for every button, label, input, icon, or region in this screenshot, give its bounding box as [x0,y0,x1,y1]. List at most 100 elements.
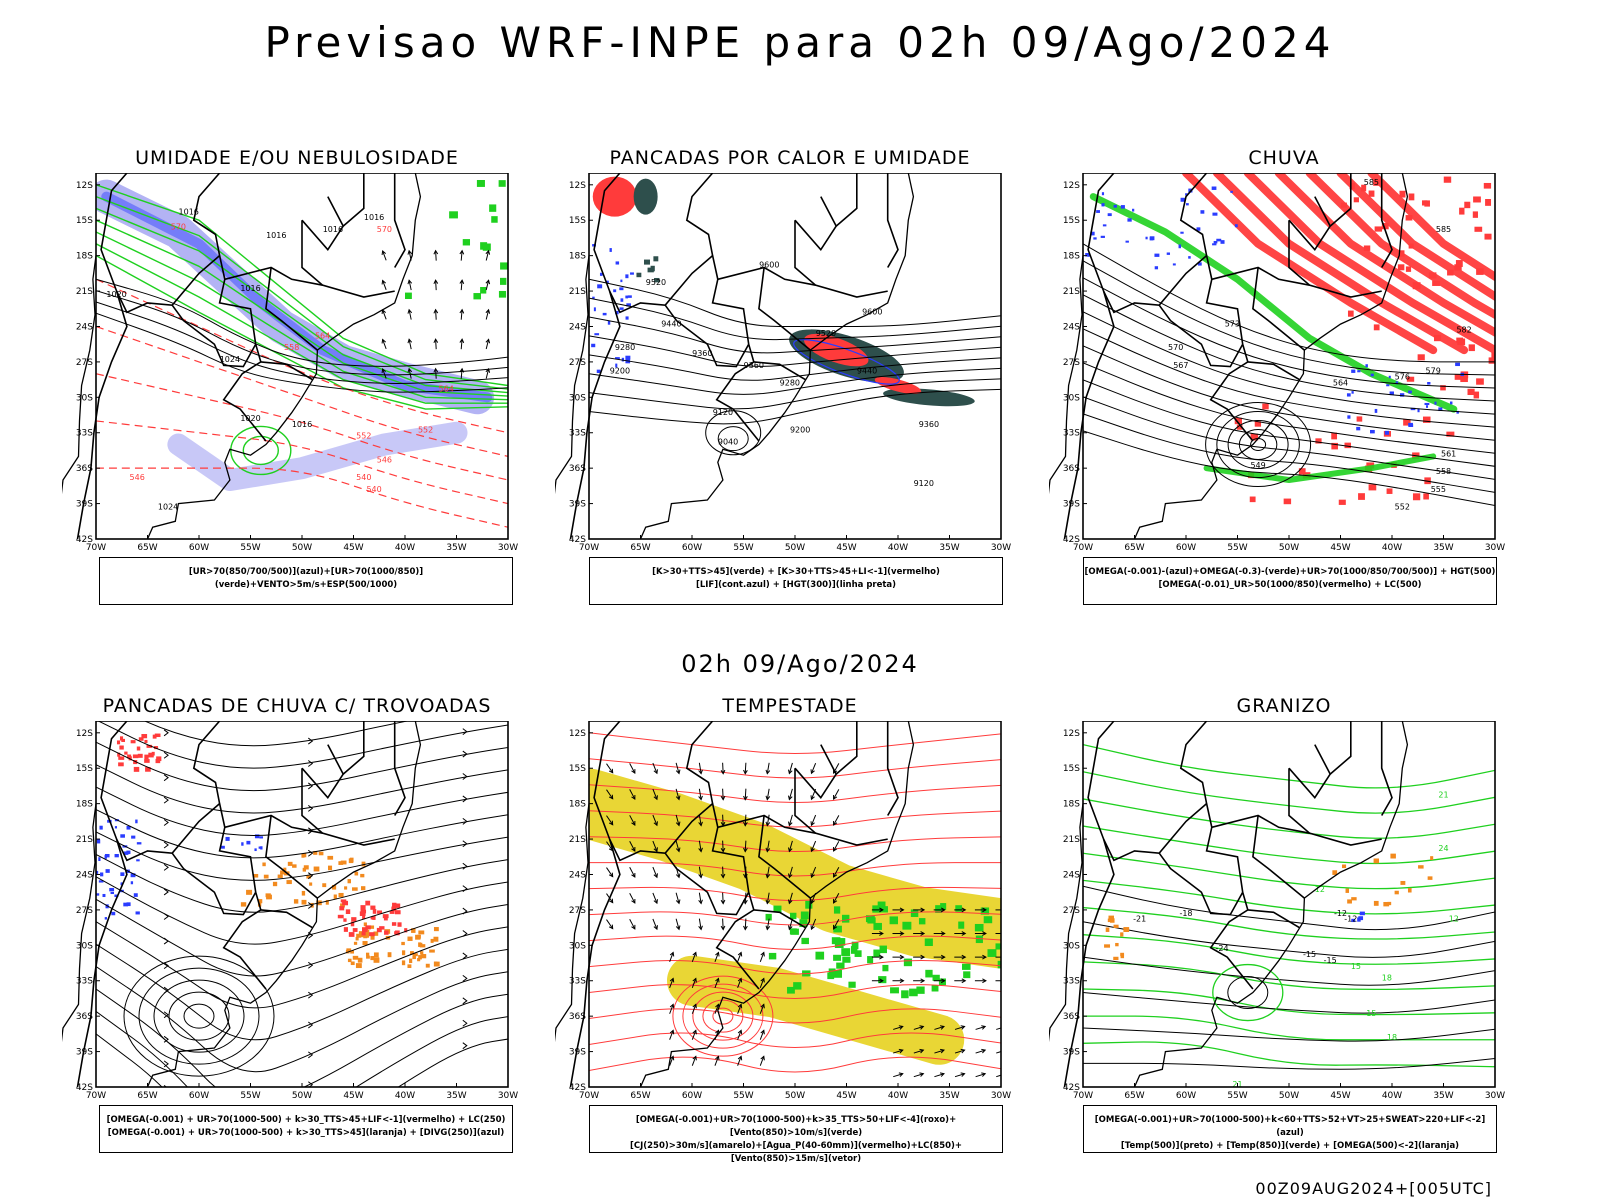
wind-vector [675,918,681,931]
wind850-green [918,918,926,925]
country-border [664,852,750,916]
hgt300-contour [589,367,1001,395]
rain-red [1454,264,1462,271]
divergence-blue [133,893,138,897]
wind850-green [815,951,825,960]
humidity-contour-green [96,195,508,390]
streamline [96,898,508,977]
contour-label: 1020 [106,290,126,299]
thunder-red [133,760,138,765]
streamline-arrow [462,862,468,870]
circulation-ring [183,1003,215,1029]
pacific-coastline [1049,803,1084,1043]
country-border [1209,891,1254,990]
omega-orange [1120,952,1125,957]
rain-red [1406,376,1415,382]
streamline-arrow [163,751,169,759]
thunder-orange [415,934,421,940]
thunder-orange [418,955,422,960]
lat-tick-label: 21S [569,835,586,845]
map-layer [589,732,1001,1078]
wind850-green [983,916,993,924]
wind-vector [892,907,905,913]
wind-vector [996,1027,1001,1030]
thunder-red [389,910,395,914]
lon-tick-label: 35W [446,1091,466,1101]
rain-red [1405,215,1413,221]
wind-vector [714,977,720,988]
rain-red [1421,200,1428,206]
omega-blue [1180,197,1186,202]
rain-red [1368,484,1377,491]
divergence-blue [96,839,101,844]
wind850-green [790,928,799,935]
streamline-arrow [462,773,468,780]
thunder-red [339,906,345,911]
wind-vector [691,1003,697,1014]
streamline [96,853,508,913]
omega-blue [1370,373,1374,377]
thunder-red [376,927,382,933]
lon-tick-label: 40W [1382,1091,1402,1101]
contour-label: 18 [1387,1033,1397,1042]
rain-red [1443,176,1452,183]
thunder-red [144,739,148,744]
wind850-green [833,969,843,978]
omega-blue [1166,252,1171,255]
thunder-orange [353,941,358,945]
instability-teal [644,259,650,265]
wind850-green [878,976,887,984]
lat-tick-label: 12S [1063,729,1080,739]
wind-vector [954,1072,966,1078]
lon-tick-label: 60W [682,543,702,553]
rain-red [1250,433,1259,441]
thunder-red [155,758,161,764]
lon-tick-label: 55W [240,1091,260,1101]
lon-tick-label: 35W [1433,1091,1453,1101]
country-border [1158,304,1244,368]
omega-orange [1341,864,1347,869]
wind850-green [773,905,782,913]
omega-orange [1105,927,1110,932]
divergence-blue [114,853,119,858]
thunder-red [348,932,355,937]
lat-tick-label: 15S [76,764,93,774]
wind850-green [801,937,809,945]
wind-vector [954,931,967,936]
divergence-blue [126,902,131,907]
country-border [835,173,858,227]
thunder-red [362,914,366,920]
lifted-index-blue [592,296,595,299]
lon-tick-label: 55W [240,543,260,553]
wind-vector [759,1055,765,1066]
wind850-green [851,941,859,950]
omega-blue [1388,375,1391,379]
cyclone-contour-green [230,425,292,476]
thunder-orange [360,873,365,878]
rain-red [1298,468,1306,475]
country-border [171,304,257,368]
country-border [794,768,888,846]
thunder-red [152,734,157,739]
lat-tick-label: 27S [1063,358,1080,368]
lat-tick-label: 42S [1063,1083,1080,1093]
wind-vector [737,977,743,988]
lifted-index-contour [793,339,900,385]
lon-tick-label: 30W [1485,1091,1505,1101]
omega-blue [1125,240,1129,243]
wind-vector [913,931,926,936]
wind850-green [872,905,881,913]
streamline-arrow [462,974,468,982]
wind-vector [629,918,636,930]
contour-label: 561 [1441,449,1456,458]
hgt500-contour [1083,294,1495,402]
wind850-green [910,909,919,917]
divergence-blue [258,846,261,849]
thunder-orange [301,899,307,905]
rain-red [1498,296,1505,303]
lat-tick-label: 33S [569,977,586,987]
thunder-red [148,752,154,758]
wind850-green [841,948,851,956]
contour-label: 1024 [158,502,178,511]
omega-orange [1123,927,1130,932]
